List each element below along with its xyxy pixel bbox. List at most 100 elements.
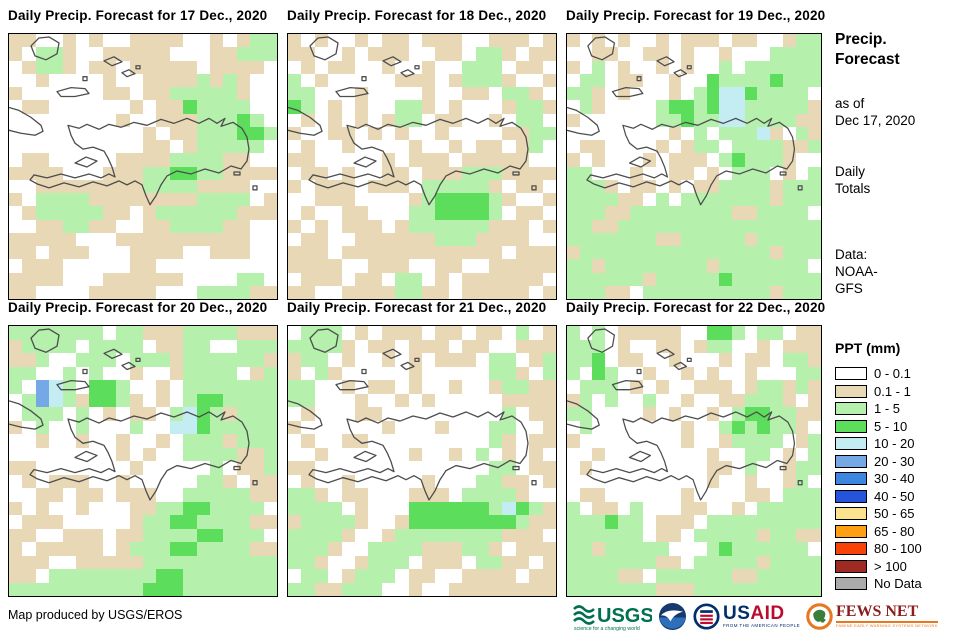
map-cell <box>75 393 90 407</box>
map-cell <box>116 582 130 596</box>
map-cell <box>617 34 631 48</box>
map-cell <box>223 393 237 407</box>
map-cell <box>62 474 76 488</box>
map-cell <box>630 285 644 299</box>
map-cell <box>782 488 796 502</box>
map-cell <box>592 488 606 502</box>
map-cell <box>681 420 694 434</box>
map-cell <box>448 447 463 461</box>
map-cell <box>681 60 694 74</box>
map-cell <box>706 113 720 127</box>
map-cell <box>408 206 422 220</box>
map-cell <box>395 87 409 101</box>
map-cell <box>381 380 396 394</box>
map-cell <box>668 555 682 569</box>
map-cell <box>782 366 796 380</box>
map-cell <box>617 407 631 421</box>
map-cell <box>9 60 23 74</box>
map-cell <box>102 60 117 74</box>
map-cell <box>62 206 76 220</box>
map-cell <box>502 100 516 114</box>
map-cell <box>209 407 224 421</box>
map-cell <box>719 420 733 434</box>
map-cell <box>129 87 143 101</box>
map-cell <box>236 582 251 596</box>
map-cell <box>288 100 302 114</box>
map-cell <box>421 206 436 220</box>
map-cell <box>643 488 656 502</box>
map-cell <box>408 461 422 475</box>
map-cell <box>142 179 157 193</box>
map-cell <box>770 140 783 154</box>
map-cell <box>196 60 210 74</box>
map-cell <box>301 259 315 273</box>
legend-swatch <box>835 577 867 591</box>
map-cell <box>668 528 682 542</box>
map-cell <box>129 447 143 461</box>
map-cell <box>250 206 264 220</box>
map-cell <box>314 380 329 394</box>
map-cell <box>693 272 707 286</box>
map-cell <box>421 34 436 48</box>
map-cell <box>75 488 90 502</box>
map-cell <box>706 179 720 193</box>
map-cell <box>542 193 556 207</box>
map-cell <box>579 193 593 207</box>
map-cell <box>314 34 329 48</box>
map-cell <box>169 582 184 596</box>
map-cell <box>630 326 644 340</box>
map-cell <box>9 179 23 193</box>
map-cell <box>75 434 90 448</box>
map-cell <box>579 87 593 101</box>
map-cell <box>681 232 694 246</box>
map-cell <box>617 259 631 273</box>
map-cell <box>782 326 796 340</box>
map-cell <box>770 569 783 583</box>
map-cell <box>732 87 745 101</box>
map-cell <box>448 528 463 542</box>
map-cell <box>263 246 277 260</box>
map-cell <box>288 353 302 367</box>
map-cell <box>209 353 224 367</box>
map-cell <box>630 126 644 140</box>
map-cell <box>75 447 90 461</box>
map-cell <box>795 582 809 596</box>
map-cell <box>102 166 117 180</box>
map-cell <box>744 100 758 114</box>
map-cell <box>354 272 369 286</box>
map-cell <box>142 569 157 583</box>
map-cell <box>236 34 251 48</box>
map-cell <box>732 461 745 475</box>
map-cell <box>448 366 463 380</box>
map-cell <box>129 219 143 233</box>
map-cell <box>89 272 103 286</box>
map-cell <box>75 474 90 488</box>
map-cell <box>328 339 342 353</box>
map-cell <box>770 420 783 434</box>
map-cell <box>395 474 409 488</box>
map-cell <box>681 34 694 48</box>
map-cell <box>462 569 476 583</box>
map-cell <box>49 366 63 380</box>
map-cell <box>395 285 409 299</box>
map-cell <box>142 34 157 48</box>
map-cell <box>408 219 422 233</box>
map-cell <box>263 501 277 515</box>
map-cell <box>354 474 369 488</box>
map-cell <box>129 353 143 367</box>
map-cell <box>567 488 580 502</box>
legend-label: 1 - 5 <box>874 401 901 417</box>
map-cell <box>706 100 720 114</box>
map-cell <box>142 326 157 340</box>
map-cell <box>183 193 197 207</box>
map-cell <box>529 285 543 299</box>
map-cell <box>757 60 771 74</box>
map-cell <box>630 434 644 448</box>
map-cell <box>757 501 771 515</box>
map-cell <box>368 366 382 380</box>
map-cell <box>75 272 90 286</box>
map-cell <box>102 87 117 101</box>
map-cell <box>49 555 63 569</box>
map-cell <box>288 380 302 394</box>
map-cell <box>129 407 143 421</box>
